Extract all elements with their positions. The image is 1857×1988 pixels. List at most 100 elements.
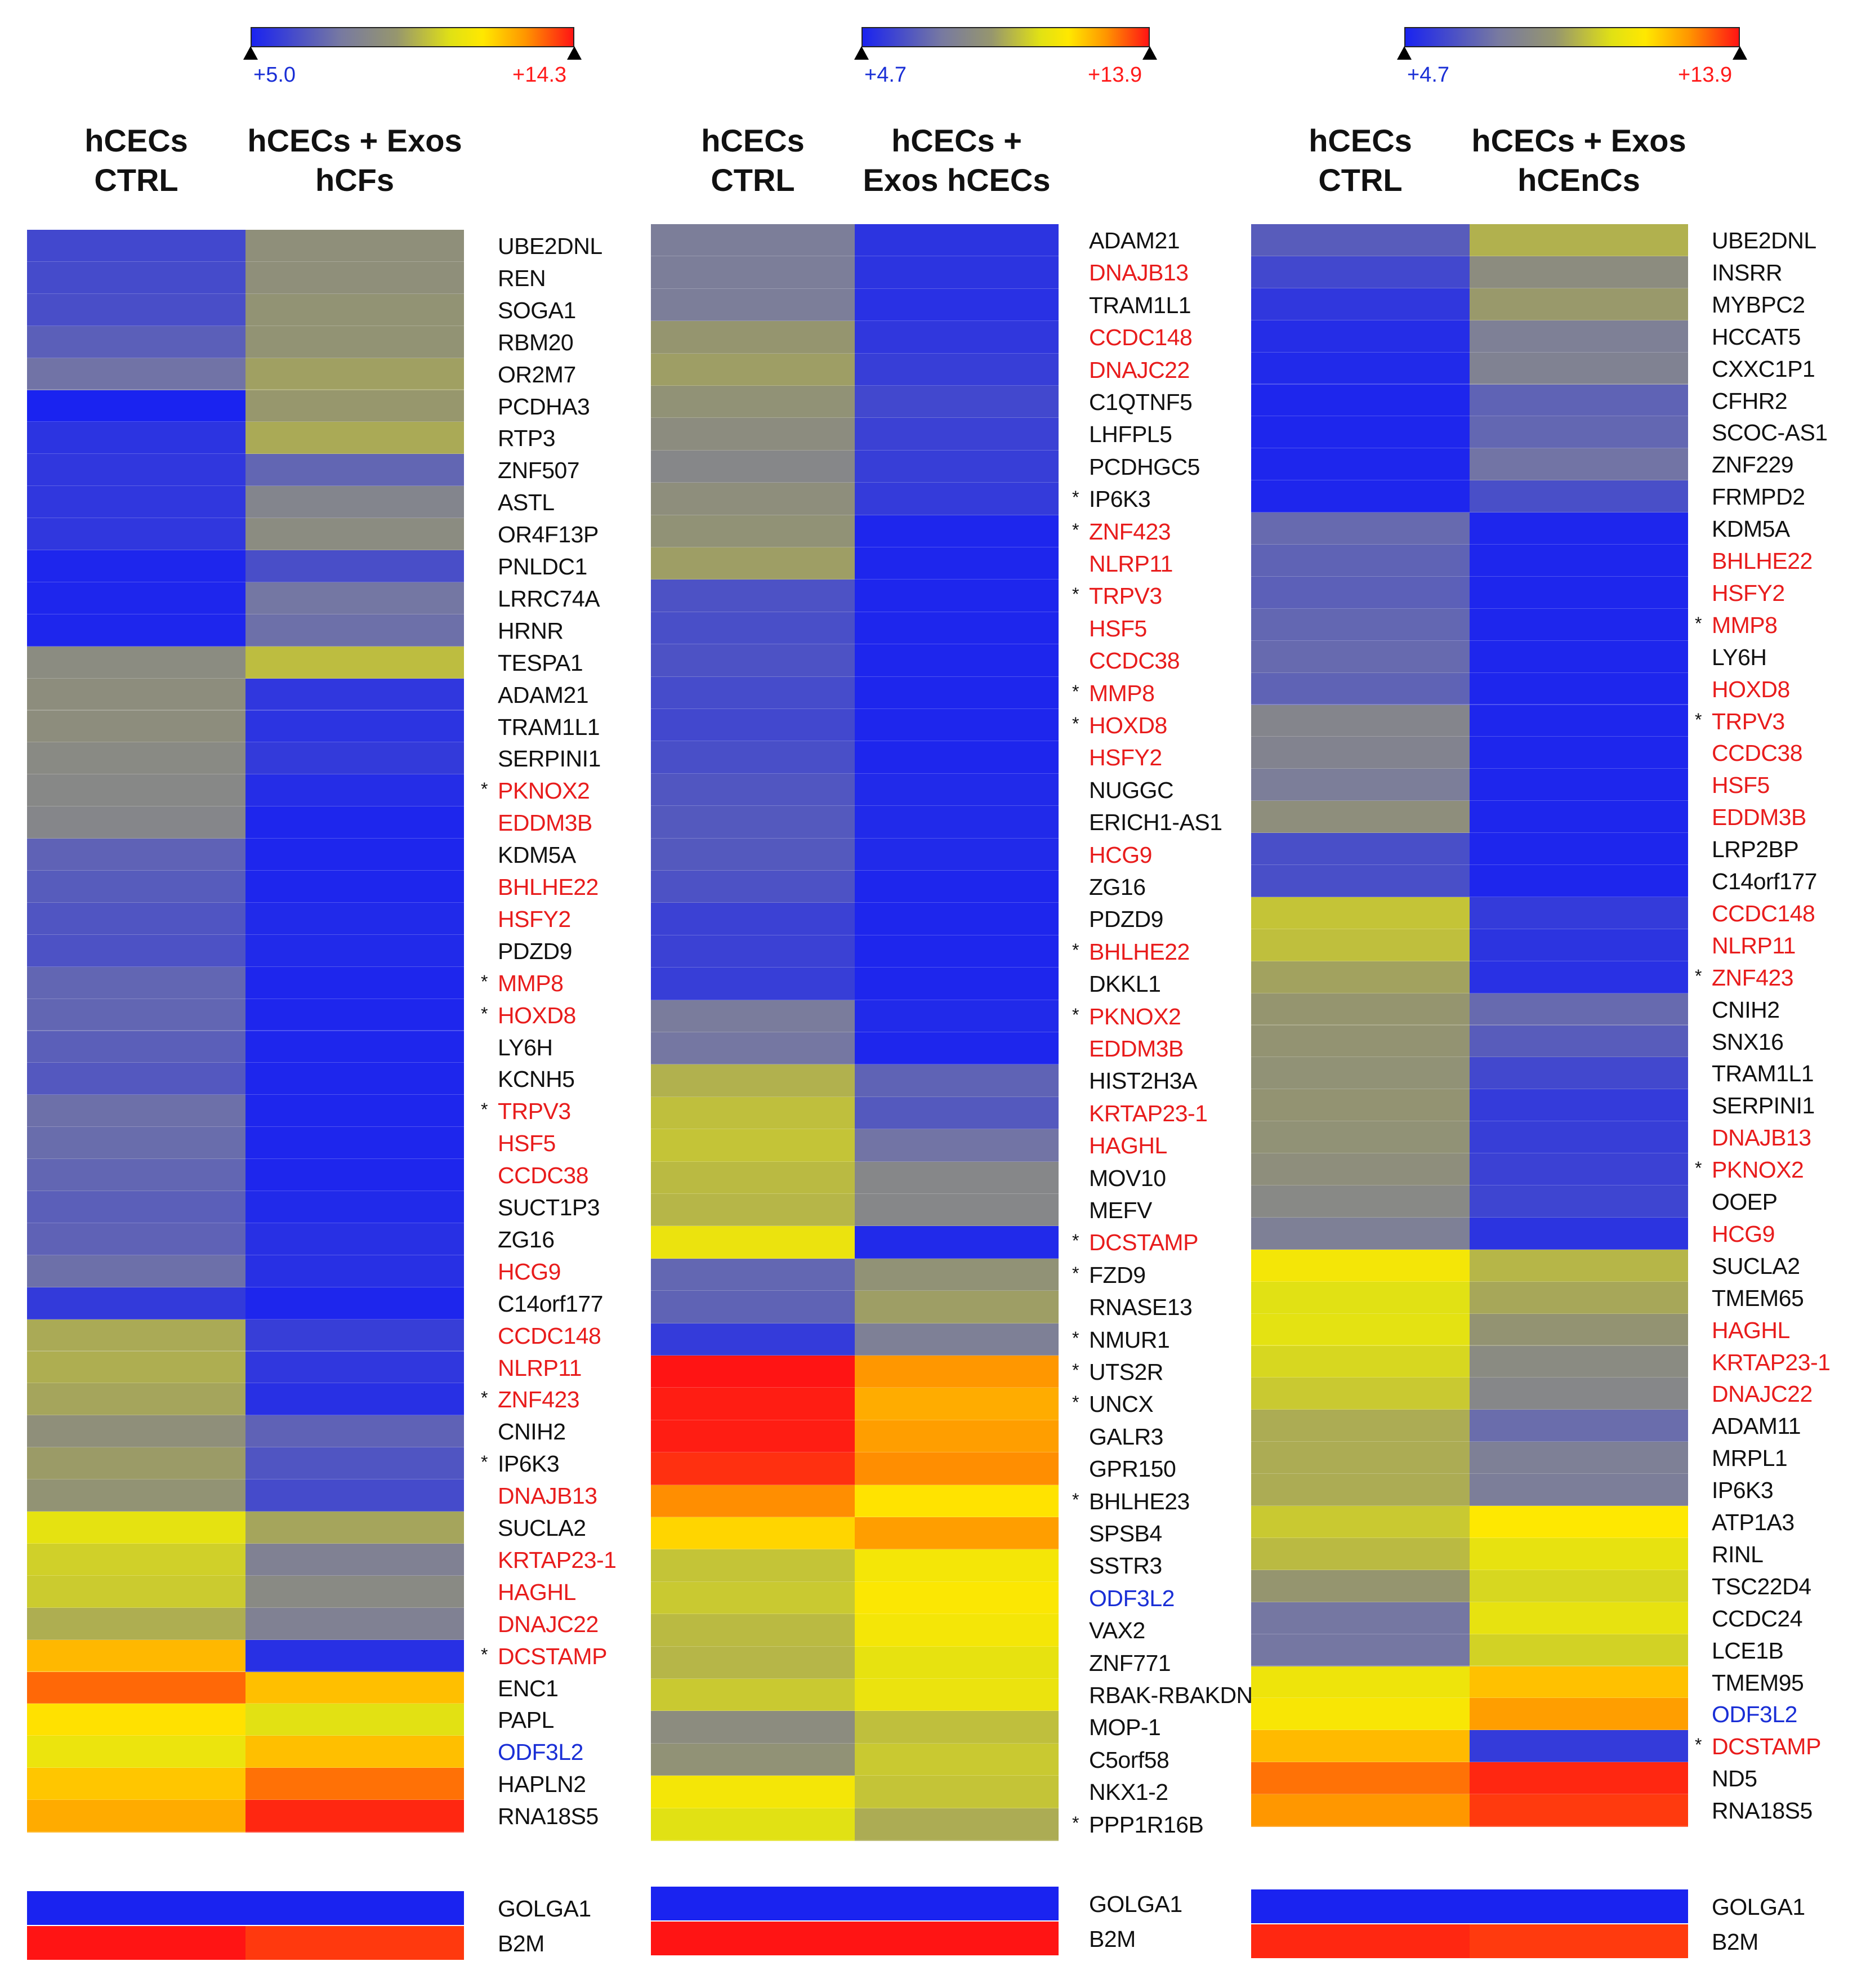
heatmap-cell-RINL-col2 — [1470, 1537, 1688, 1571]
heatmap-cell-INSRR-col1 — [1251, 256, 1470, 289]
gene-label: IP6K3 — [1089, 486, 1151, 512]
gene-label: TESPA1 — [498, 649, 583, 676]
heatmap-cell-TSC22D4-col1 — [1251, 1570, 1470, 1603]
heatmap-cell-HSFY2-col2 — [855, 741, 1059, 774]
column-header-1: hCECs CTRL — [651, 121, 855, 200]
heatmap-cell-TRAM1L1-col2 — [855, 288, 1059, 322]
gene-label: PCDHA3 — [498, 393, 590, 420]
heatmap-cell-ADAM11-col2 — [1470, 1410, 1688, 1443]
heatmap-cell-SUCLA2-col2 — [1470, 1249, 1688, 1282]
heatmap-cell-KRTAP23-1-col1 — [651, 1096, 855, 1130]
gene-label: BHLHE22 — [498, 874, 599, 900]
gene-label: DNAJB13 — [1089, 260, 1189, 286]
heatmap-cell-HCG9-col2 — [1470, 1217, 1688, 1250]
heatmap-cell-HSFY2-col2 — [1470, 576, 1688, 609]
heatmap-cell-ADAM21-col2 — [855, 224, 1059, 257]
heatmap-cell-C5orf58-col1 — [651, 1743, 855, 1777]
scale-max-label: +14.3 — [512, 63, 567, 87]
gene-label: TRPV3 — [498, 1098, 571, 1125]
heatmap-cell-TRPV3-col1 — [1251, 705, 1470, 738]
heatmap-cell-BHLHE22-col1 — [1251, 545, 1470, 577]
heatmap-cell-DKKL1-col1 — [651, 968, 855, 1001]
heatmap-cell-HAGHL-col1 — [1251, 1313, 1470, 1347]
gene-label: ZNF229 — [1712, 452, 1794, 478]
heatmap-cell-LRRC74A-col2 — [245, 582, 464, 615]
gene-label: CCDC148 — [1712, 900, 1815, 926]
significance-star-icon: * — [1695, 709, 1702, 730]
gene-label: KDM5A — [1712, 516, 1790, 542]
gene-label: DNAJC22 — [1712, 1381, 1813, 1407]
gene-label: PDZD9 — [498, 938, 572, 964]
gene-label: TRPV3 — [1089, 583, 1162, 609]
heatmap-cell-CCDC148-col1 — [651, 321, 855, 354]
heatmap-cell-MMP8-col2 — [1470, 608, 1688, 641]
heatmap-cell-EDDM3B-col2 — [245, 806, 464, 840]
heatmap-cell-HAGHL-col2 — [1470, 1313, 1688, 1347]
column-header-1: hCECs CTRL — [27, 121, 245, 200]
gene-label: MOV10 — [1089, 1165, 1166, 1191]
heatmap-cell-DNAJB13-col2 — [1470, 1121, 1688, 1155]
gene-label: HSFY2 — [498, 906, 571, 932]
heatmap-cell-KCNH5-col2 — [245, 1063, 464, 1096]
gene-label: ASTL — [498, 489, 555, 516]
heatmap-cell-UNCX-col2 — [855, 1388, 1059, 1421]
gene-label: UBE2DNL — [1712, 228, 1816, 253]
gene-label: TRPV3 — [1712, 708, 1785, 734]
heatmap-cell-SERPINI1-col2 — [245, 742, 464, 775]
control-cell-B2M-col1 — [27, 1926, 245, 1960]
gene-label: HOXD8 — [1712, 676, 1790, 702]
significance-star-icon: * — [1695, 1158, 1702, 1179]
gene-label: TRAM1L1 — [498, 714, 600, 740]
control-cell-GOLGA1-col1 — [27, 1891, 245, 1925]
heatmap-cell-OOEP-col1 — [1251, 1185, 1470, 1218]
gene-label: GALR3 — [1089, 1423, 1163, 1450]
heatmap-cell-ODF3L2-col2 — [1470, 1698, 1688, 1731]
heatmap-cell-ZNF423-col1 — [1251, 961, 1470, 994]
heatmap-cell-OR2M7-col1 — [27, 358, 245, 391]
gene-label: PDZD9 — [1089, 906, 1163, 933]
heatmap-cell-DNAJB13-col1 — [1251, 1121, 1470, 1155]
heatmap-cell-TRAM1L1-col2 — [1470, 1057, 1688, 1090]
heatmap-cell-SERPINI1-col1 — [1251, 1089, 1470, 1122]
gene-label: NUGGC — [1089, 777, 1174, 803]
heatmap-cell-RNA18S5-col1 — [27, 1800, 245, 1833]
gene-label: SUCT1P3 — [498, 1194, 600, 1220]
control-cell-GOLGA1-col2 — [855, 1887, 1059, 1920]
heatmap-cell-MMP8-col1 — [651, 676, 855, 710]
control-gene-label: GOLGA1 — [1089, 1891, 1182, 1917]
significance-star-icon: * — [481, 1644, 488, 1665]
gene-label: ZNF423 — [1089, 518, 1171, 545]
heatmap-cell-HRNR-col1 — [27, 614, 245, 647]
heatmap-cell-HSFY2-col2 — [245, 902, 464, 935]
heatmap-cell-PKNOX2-col1 — [651, 1000, 855, 1033]
heatmap-cell-VAX2-col1 — [651, 1614, 855, 1647]
heatmap-cell-RNA18S5-col2 — [1470, 1794, 1688, 1827]
gene-label: PAPL — [498, 1707, 554, 1733]
significance-star-icon: * — [1072, 519, 1079, 540]
gene-label: TRAM1L1 — [1712, 1060, 1814, 1087]
heatmap-cell-DKKL1-col2 — [855, 968, 1059, 1001]
column-header-line1: hCECs + Exos — [247, 123, 462, 158]
gene-label: PPP1R16B — [1089, 1811, 1204, 1838]
control-cell-B2M-col1 — [1251, 1924, 1470, 1958]
gene-label: C14orf177 — [498, 1290, 603, 1317]
heatmap-cell-CCDC148-col2 — [1470, 897, 1688, 930]
significance-star-icon: * — [1695, 1735, 1702, 1755]
heatmap-cell-EDDM3B-col1 — [651, 1032, 855, 1066]
heatmap-cell-KRTAP23-1-col2 — [245, 1543, 464, 1576]
heatmap-cell-UBE2DNL-col1 — [1251, 224, 1470, 257]
gene-label: PKNOX2 — [1089, 1003, 1181, 1029]
heatmap-cell-ODF3L2-col1 — [1251, 1698, 1470, 1731]
heatmap-cell-CCDC38-col2 — [1470, 737, 1688, 770]
gene-label: SSTR3 — [1089, 1553, 1162, 1579]
heatmap-cell-ENC1-col2 — [245, 1671, 464, 1705]
heatmap-cell-ERICH1-AS1-col1 — [651, 806, 855, 839]
heatmap-cell-MYBPC2-col1 — [1251, 288, 1470, 321]
significance-star-icon: * — [1072, 1263, 1079, 1283]
heatmap-cell-TESPA1-col2 — [245, 646, 464, 679]
gene-label: HSFY2 — [1712, 580, 1785, 606]
heatmap-cell-DNAJC22-col2 — [855, 353, 1059, 386]
gene-label: OR2M7 — [498, 361, 576, 387]
heatmap-cell-SSTR3-col1 — [651, 1549, 855, 1583]
heatmap-cell-CCDC38-col1 — [1251, 737, 1470, 770]
